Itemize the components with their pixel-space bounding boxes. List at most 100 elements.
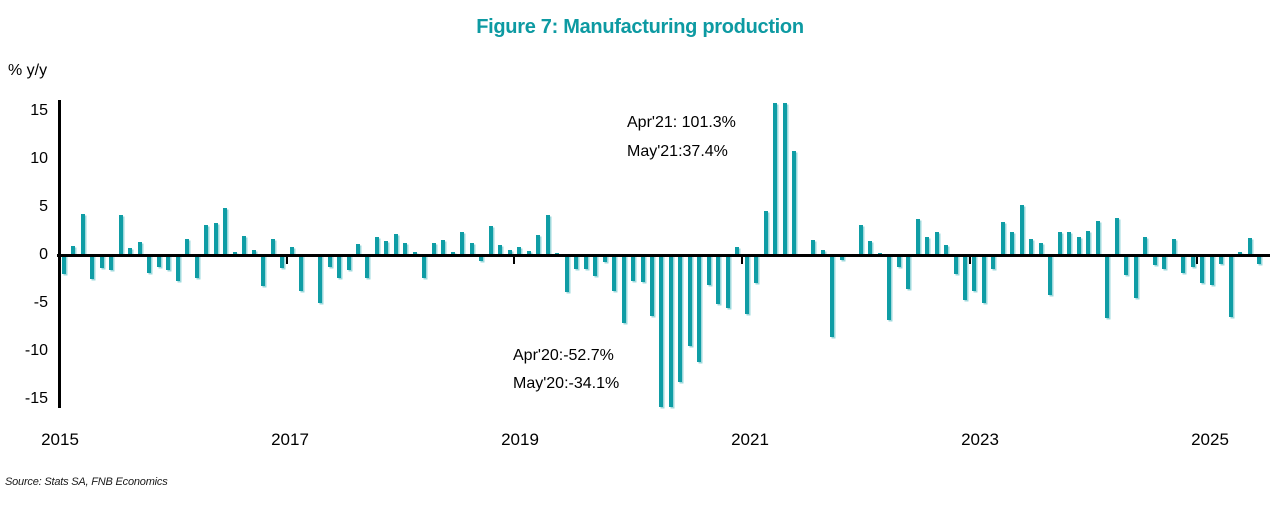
bar (261, 255, 266, 286)
bar (612, 255, 617, 292)
bar (346, 255, 351, 271)
bar (1143, 236, 1148, 255)
bar (896, 255, 901, 268)
bar (1105, 255, 1110, 319)
bar (185, 238, 190, 255)
bar (564, 255, 569, 293)
bar (526, 251, 531, 255)
annotation-trough: Apr'20:-52.7% May'20:-34.1% (513, 342, 619, 398)
bar (782, 103, 787, 255)
bar (887, 255, 892, 321)
bar (1162, 255, 1167, 270)
bar (1209, 255, 1214, 285)
bar (1048, 255, 1053, 296)
bar (944, 245, 949, 255)
chart-title: Figure 7: Manufacturing production (476, 16, 804, 38)
bar (602, 255, 607, 262)
bar (1152, 255, 1157, 265)
bar (71, 246, 76, 255)
y-tick-label: 10 (30, 150, 48, 167)
bar (716, 255, 721, 304)
bar (1190, 255, 1195, 267)
bar (213, 223, 218, 255)
bar (545, 214, 550, 255)
bar (1228, 255, 1233, 318)
bar (1124, 255, 1129, 276)
bar (1171, 238, 1176, 255)
bar (574, 255, 579, 270)
bar (1095, 221, 1100, 255)
bar (811, 239, 816, 255)
bar (460, 231, 465, 255)
bar (166, 255, 171, 271)
bar (384, 240, 389, 255)
bar (498, 245, 503, 255)
bar (650, 255, 654, 317)
bar (754, 255, 759, 283)
bar (1010, 231, 1015, 255)
y-tick-label: 0 (39, 246, 48, 263)
bar (1076, 236, 1081, 255)
bar (868, 240, 873, 255)
bar (403, 242, 408, 255)
bar (858, 225, 863, 255)
bar (62, 255, 66, 275)
annotation-trough-line2: May'20:-34.1% (513, 375, 620, 392)
bar (697, 255, 702, 362)
x-year-label: 2017 (271, 430, 309, 449)
bar (1019, 205, 1024, 255)
bar (1181, 255, 1186, 274)
bar (270, 238, 275, 255)
bar (1038, 243, 1043, 255)
bar (80, 213, 85, 255)
annotation-peak-line2: May'21:37.4% (627, 143, 728, 160)
y-axis-unit-label: % y/y (8, 62, 48, 79)
x-tick-mark (285, 256, 288, 264)
bar (137, 241, 142, 255)
bar (280, 255, 285, 269)
x-tick-mark (968, 256, 971, 264)
source-note: Source: Stats SA, FNB Economics (5, 476, 168, 488)
bar (431, 242, 436, 255)
y-tick-label: 5 (39, 198, 48, 215)
bar (1057, 231, 1062, 255)
bar (631, 255, 636, 281)
bar (175, 255, 180, 281)
bar (299, 255, 304, 291)
zero-baseline (57, 253, 1270, 257)
x-tick-mark (513, 256, 516, 264)
bar (915, 218, 920, 255)
bar (744, 255, 749, 314)
bar (289, 247, 294, 255)
annotation-peak: Apr'21: 101.3% May'21:37.4% (627, 108, 736, 166)
bar (934, 231, 939, 255)
bar (90, 255, 95, 279)
bar (593, 255, 598, 277)
bar (583, 255, 588, 270)
bar (128, 248, 133, 255)
bar (687, 255, 692, 347)
bar (1219, 255, 1224, 264)
bar (735, 247, 740, 255)
bar (536, 234, 541, 255)
bar (251, 250, 256, 255)
bar (469, 242, 474, 255)
x-year-label: 2025 (1191, 430, 1229, 449)
bar (1256, 255, 1261, 264)
bar (962, 255, 967, 301)
bar (991, 255, 996, 270)
bar (773, 103, 778, 255)
x-year-label: 2015 (41, 430, 79, 449)
bar (118, 214, 123, 255)
bar (839, 255, 844, 260)
y-tick-label: 15 (30, 102, 48, 119)
x-tick-mark (741, 256, 744, 264)
x-tick-mark (1196, 256, 1199, 264)
bar (953, 255, 958, 275)
bar (318, 255, 323, 303)
bar (830, 255, 835, 337)
bar (972, 255, 977, 291)
x-year-label: 2021 (731, 430, 769, 449)
bar (99, 255, 104, 269)
y-tick-label: -15 (24, 390, 48, 407)
